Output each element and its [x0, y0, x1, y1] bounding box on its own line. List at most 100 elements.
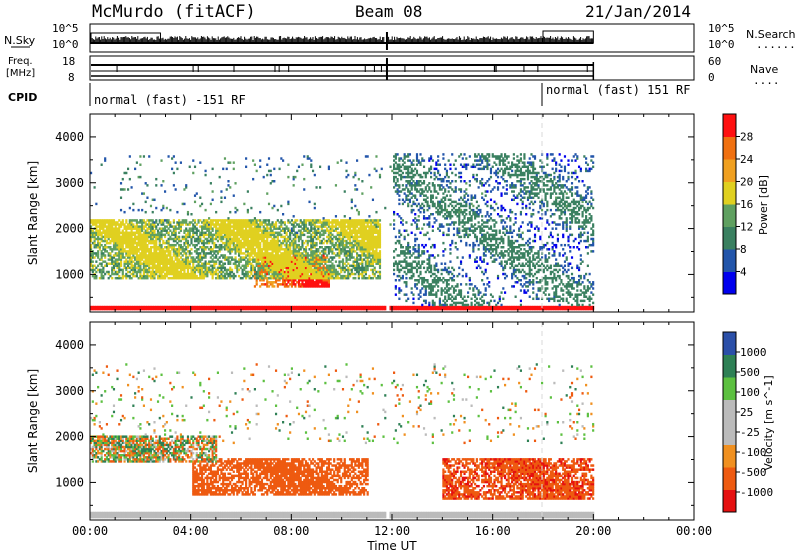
- range-gate-cell: [183, 248, 186, 251]
- range-gate-cell: [282, 221, 285, 224]
- range-gate-cell: [327, 233, 330, 237]
- range-gate-cell: [95, 237, 98, 241]
- range-gate-cell: [223, 231, 227, 235]
- range-gate-cell: [141, 246, 144, 249]
- range-gate-cell: [255, 241, 258, 245]
- range-gate-cell: [278, 272, 281, 276]
- range-gate-cell: [174, 227, 177, 230]
- range-gate-cell: [142, 155, 146, 158]
- range-gate-cell: [356, 229, 359, 232]
- range-gate-cell: [185, 235, 188, 239]
- range-gate-cell: [141, 219, 144, 222]
- range-gate-cell: [310, 237, 313, 241]
- range-gate-cell: [348, 243, 352, 247]
- range-gate-cell: [156, 260, 160, 263]
- range-gate-cell: [373, 266, 376, 270]
- range-gate-cell: [130, 256, 133, 259]
- range-gate-cell: [347, 250, 350, 253]
- range-gate-cell: [352, 229, 355, 232]
- range-gate-cell: [130, 246, 133, 249]
- range-gate-cell: [91, 307, 94, 311]
- range-gate-cell: [269, 305, 272, 309]
- range-gate-cell: [218, 246, 221, 249]
- range-gate-cell: [354, 229, 357, 232]
- range-gate-cell: [163, 272, 167, 276]
- range-gate-cell: [264, 262, 267, 265]
- range-gate-cell: [315, 279, 318, 282]
- range-gate-cell: [303, 225, 306, 228]
- range-gate-cell: [179, 274, 183, 278]
- range-gate-cell: [135, 237, 138, 241]
- nsearch-label: N.Search: [746, 28, 796, 41]
- range-gate-cell: [357, 221, 360, 224]
- range-gate-cell: [245, 227, 248, 230]
- range-gate-cell: [149, 274, 153, 278]
- range-gate-cell: [167, 246, 170, 249]
- range-gate-cell: [237, 305, 241, 309]
- range-gate-cell: [176, 266, 179, 270]
- range-gate-cell: [262, 243, 265, 247]
- range-gate-cell: [340, 231, 343, 235]
- range-gate-cell: [283, 235, 286, 239]
- range-gate-cell: [352, 256, 355, 259]
- range-gate-cell: [149, 219, 153, 222]
- range-gate-cell: [306, 252, 309, 255]
- range-gate-cell: [280, 305, 283, 309]
- range-gate-cell: [109, 262, 112, 265]
- range-gate-cell: [271, 270, 274, 274]
- range-gate-cell: [348, 256, 352, 259]
- range-gate-cell: [209, 227, 212, 230]
- range-gate-cell: [215, 223, 218, 226]
- range-gate-cell: [350, 243, 353, 247]
- range-gate-cell: [326, 239, 329, 243]
- range-gate-cell: [352, 231, 355, 235]
- range-gate-cell: [142, 268, 146, 272]
- range-gate-cell: [327, 223, 330, 226]
- range-gate-cell: [246, 219, 249, 222]
- range-gate-cell: [102, 231, 105, 235]
- range-gate-cell: [148, 250, 151, 253]
- range-gate-cell: [299, 264, 302, 268]
- range-gate-cell: [327, 246, 330, 249]
- range-gate-cell: [359, 223, 362, 226]
- range-gate-cell: [327, 305, 330, 309]
- range-gate-cell: [245, 157, 248, 160]
- range-gate-cell: [208, 229, 211, 232]
- range-gate-cell: [243, 268, 246, 272]
- range-gate-cell: [257, 233, 260, 237]
- range-gate-cell: [206, 219, 209, 222]
- range-gate-cell: [334, 270, 338, 274]
- range-gate-cell: [245, 307, 248, 311]
- range-gate-cell: [331, 276, 334, 280]
- range-gate-cell: [315, 264, 318, 268]
- range-gate-cell: [322, 274, 325, 278]
- range-gate-cell: [274, 223, 278, 226]
- range-gate-cell: [333, 305, 336, 309]
- range-gate-cell: [183, 202, 186, 206]
- range-gate-cell: [280, 268, 283, 272]
- range-gate-cell: [266, 272, 269, 276]
- range-gate-cell: [156, 233, 160, 237]
- range-gate-cell: [315, 233, 318, 237]
- range-gate-cell: [311, 237, 315, 241]
- range-gate-cell: [98, 305, 101, 309]
- nsky-label: N.Sky: [4, 34, 36, 47]
- range-gate-cell: [283, 221, 286, 224]
- range-gate-cell: [246, 235, 249, 239]
- range-gate-cell: [267, 223, 271, 226]
- range-gate-cell: [105, 225, 109, 228]
- range-gate-cell: [172, 246, 175, 249]
- range-gate-cell: [253, 233, 256, 237]
- range-gate-cell: [236, 246, 239, 249]
- range-gate-cell: [200, 250, 204, 253]
- range-gate-cell: [274, 264, 278, 268]
- range-gate-cell: [137, 266, 140, 270]
- range-gate-cell: [320, 307, 323, 311]
- range-gate-cell: [105, 239, 109, 243]
- range-gate-cell: [199, 235, 202, 239]
- range-gate-cell: [128, 274, 131, 278]
- freq-label-2: [MHz]: [6, 68, 35, 79]
- range-gate-cell: [163, 250, 167, 253]
- range-gate-cell: [153, 276, 156, 280]
- range-gate-cell: [296, 235, 299, 239]
